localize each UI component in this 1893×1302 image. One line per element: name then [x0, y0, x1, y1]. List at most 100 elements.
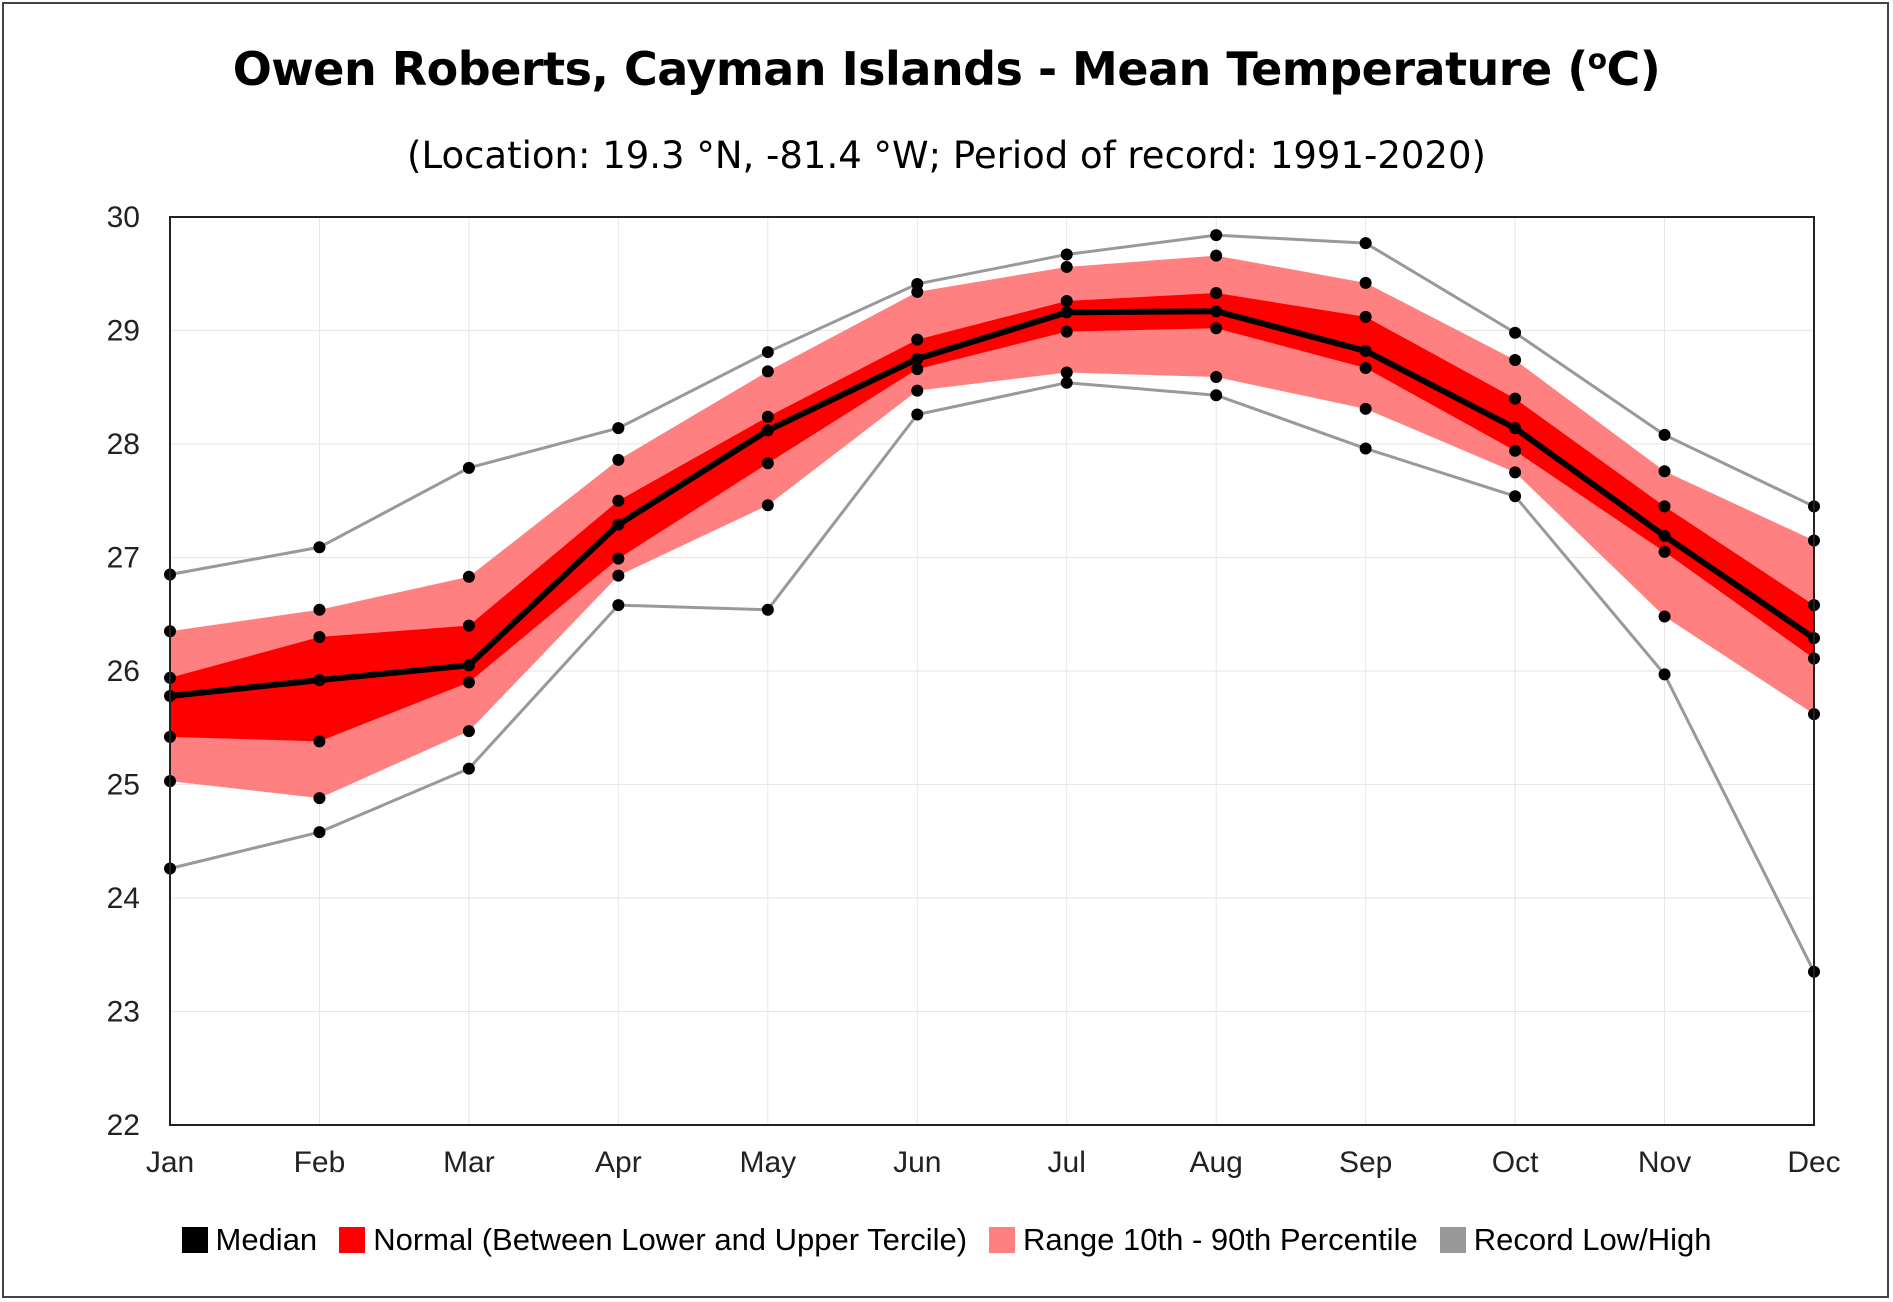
point-upper-tercile — [911, 333, 924, 346]
point-record-low — [1060, 376, 1073, 389]
x-tick-label: Feb — [294, 1146, 346, 1179]
point-lower-tercile — [1658, 545, 1671, 558]
point-record-low — [1509, 490, 1522, 503]
point-upper-tercile — [313, 630, 326, 643]
y-tick-label: 28 — [107, 428, 140, 461]
point-p10 — [911, 384, 924, 397]
legend-label: Normal (Between Lower and Upper Tercile) — [373, 1222, 968, 1257]
point-median — [1210, 305, 1223, 318]
point-lower-tercile — [911, 363, 924, 376]
point-upper-tercile — [1509, 392, 1522, 405]
point-record-low — [462, 762, 475, 775]
point-p90 — [761, 365, 774, 378]
x-tick-label: Aug — [1189, 1146, 1242, 1179]
x-tick-label: Jun — [893, 1146, 941, 1179]
point-p90 — [1060, 260, 1073, 273]
point-record-high — [462, 461, 475, 474]
legend-item: Range 10th - 90th Percentile — [989, 1222, 1418, 1258]
legend-swatch — [339, 1227, 366, 1253]
point-p10 — [462, 725, 475, 738]
point-median — [1658, 529, 1671, 542]
legend-swatch — [1439, 1227, 1466, 1253]
point-lower-tercile — [462, 676, 475, 689]
point-median — [462, 659, 475, 672]
point-record-high — [761, 346, 774, 359]
point-upper-tercile — [1210, 287, 1223, 300]
y-tick-label: 30 — [107, 201, 140, 234]
point-p10 — [1658, 610, 1671, 623]
x-tick-label: Oct — [1492, 1146, 1539, 1179]
plot-area: 22 23 24 25 26 27 28 29 30 Jan Feb Mar Apr May Jun Jul A… — [107, 201, 1841, 1179]
y-tick-label: 24 — [107, 882, 140, 915]
point-record-low — [1359, 442, 1372, 455]
point-p10 — [761, 499, 774, 512]
y-tick-label: 26 — [107, 655, 140, 688]
point-record-low — [313, 826, 326, 839]
point-p90 — [1210, 249, 1223, 262]
point-median — [612, 518, 625, 531]
point-p90 — [1658, 465, 1671, 478]
point-upper-tercile — [1060, 294, 1073, 307]
point-record-low — [1210, 389, 1223, 402]
point-p90 — [612, 453, 625, 466]
x-tick-label: May — [739, 1146, 796, 1179]
point-p10 — [313, 792, 326, 805]
median-line — [169, 308, 1816, 699]
chart-title-unit-end: C) — [1606, 42, 1661, 96]
point-record-low — [911, 408, 924, 421]
legend-label: Record Low/High — [1473, 1222, 1712, 1257]
point-p10 — [1359, 402, 1372, 415]
point-p10 — [1509, 466, 1522, 479]
point-upper-tercile — [761, 410, 774, 423]
point-record-high — [1060, 248, 1073, 261]
legend-swatch — [181, 1227, 208, 1253]
point-p90 — [1359, 276, 1372, 289]
point-upper-tercile — [1658, 500, 1671, 513]
chart-title-text: Owen Roberts, Cayman Islands - Mean Temp… — [232, 42, 1589, 96]
point-lower-tercile — [313, 735, 326, 748]
x-tick-label: Mar — [443, 1146, 495, 1179]
percentile-range-band — [170, 255, 1814, 799]
point-p90 — [1509, 354, 1522, 367]
point-record-high — [313, 541, 326, 554]
point-record-high — [1509, 326, 1522, 339]
y-tick-label: 25 — [107, 769, 140, 802]
point-lower-tercile — [1359, 361, 1372, 374]
x-tick-label: Apr — [595, 1146, 642, 1179]
point-median — [911, 352, 924, 365]
point-upper-tercile — [612, 494, 625, 507]
legend-label: Median — [215, 1222, 318, 1257]
point-lower-tercile — [1509, 444, 1522, 457]
point-record-high — [1210, 229, 1223, 242]
x-tick-label: Nov — [1638, 1146, 1691, 1179]
legend-item: Median — [181, 1222, 318, 1258]
point-p90 — [462, 570, 475, 583]
point-median — [1359, 344, 1372, 357]
point-record-low — [1658, 668, 1671, 681]
y-tick-label: 29 — [107, 315, 140, 348]
y-tick-label: 22 — [107, 1109, 140, 1142]
point-p90 — [911, 285, 924, 298]
normal-tercile-band — [170, 293, 1814, 742]
y-tick-label: 27 — [107, 542, 140, 575]
legend-item: Record Low/High — [1439, 1222, 1712, 1258]
point-median — [761, 424, 774, 437]
point-upper-tercile — [462, 619, 475, 632]
legend-item: Normal (Between Lower and Upper Tercile) — [339, 1222, 967, 1258]
chart-title-unit-superscript: o — [1587, 42, 1607, 76]
point-record-high — [1359, 237, 1372, 250]
point-p90 — [313, 603, 326, 616]
x-tick-label: Sep — [1339, 1146, 1392, 1179]
point-p10 — [612, 569, 625, 582]
point-lower-tercile — [612, 552, 625, 565]
point-lower-tercile — [761, 457, 774, 470]
point-p10 — [1060, 366, 1073, 379]
x-tick-label: Dec — [1787, 1146, 1840, 1179]
x-tick-label: Jul — [1048, 1146, 1086, 1179]
legend-label: Range 10th - 90th Percentile — [1023, 1222, 1418, 1257]
point-record-low — [761, 603, 774, 616]
point-median — [313, 674, 326, 687]
plot-border — [169, 216, 1815, 1126]
chart-title: Owen Roberts, Cayman Islands - Mean Temp… — [0, 42, 1893, 96]
x-tick-label: Jan — [146, 1146, 194, 1179]
